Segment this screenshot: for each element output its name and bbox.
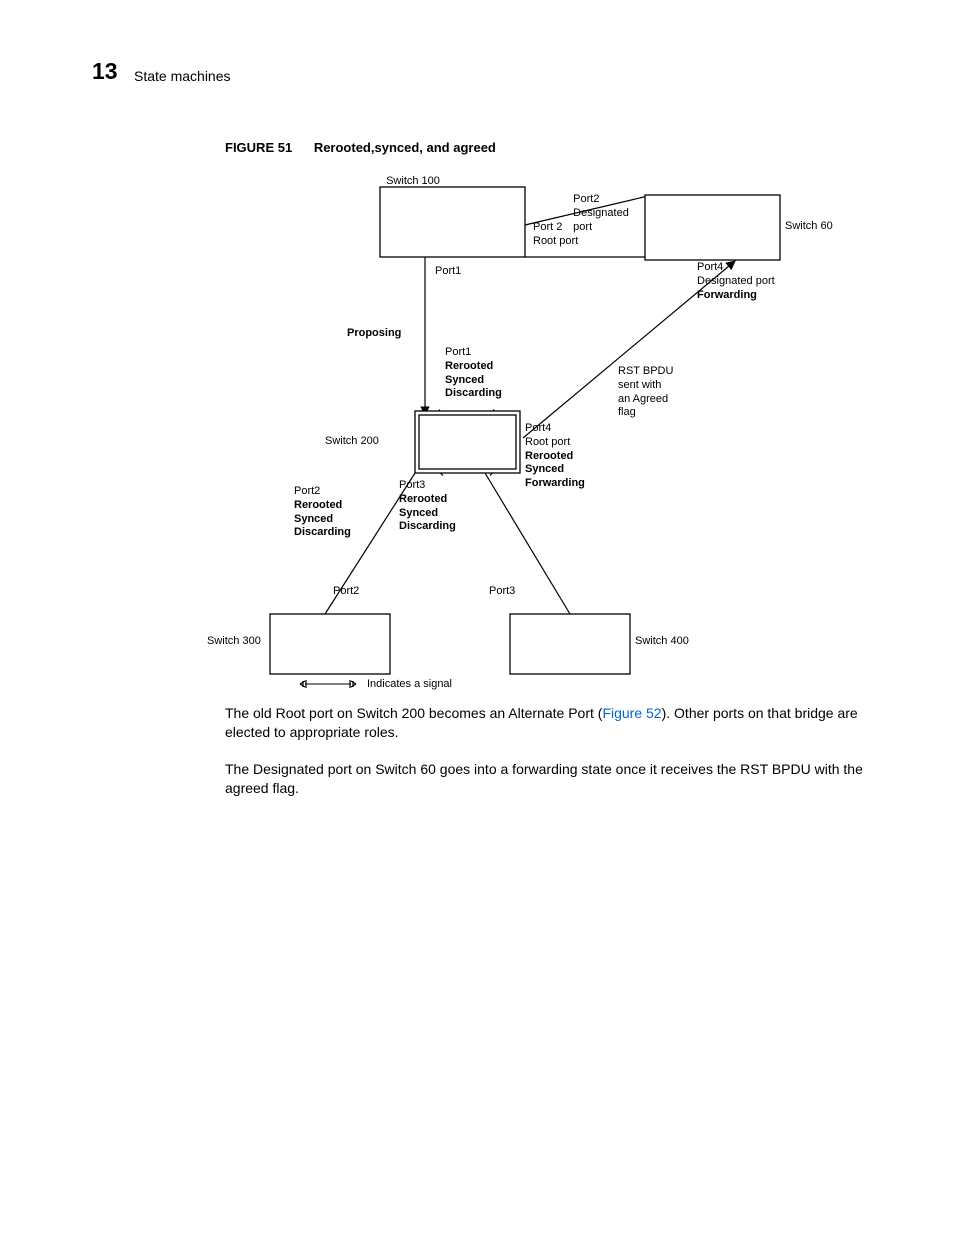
switch-node bbox=[645, 195, 780, 260]
diagram-label: Switch 300 bbox=[207, 635, 261, 649]
figure-link[interactable]: Figure 52 bbox=[602, 705, 661, 721]
diagram-label: Switch 400 bbox=[635, 635, 689, 649]
figure-label: FIGURE 51 bbox=[225, 140, 292, 155]
diagram-label: Port4Root portRerootedSyncedForwarding bbox=[525, 422, 585, 491]
chapter-number: 13 bbox=[92, 58, 118, 85]
diagram-label: Port1RerootedSyncedDiscarding bbox=[445, 346, 502, 401]
diagram-label: Port3 bbox=[489, 585, 515, 599]
diagram-label: Port4Designated portForwarding bbox=[697, 261, 775, 302]
switch-node bbox=[270, 614, 390, 674]
diagram-label: Port2RerootedSyncedDiscarding bbox=[294, 485, 351, 540]
diagram-label: Port2 bbox=[333, 585, 359, 599]
figure-caption: FIGURE 51 Rerooted,synced, and agreed bbox=[225, 140, 496, 155]
legend-text: Indicates a signal bbox=[367, 678, 452, 690]
p1-pre: The old Root port on Switch 200 becomes … bbox=[225, 705, 602, 721]
signal-icon bbox=[297, 678, 359, 690]
diagram-label: Switch 60 bbox=[785, 220, 833, 234]
switch-node bbox=[415, 411, 520, 473]
network-diagram: Switch 100Switch 60Switch 200Switch 300S… bbox=[225, 165, 865, 705]
diagram-label: Port2Designatedport bbox=[573, 193, 629, 234]
diagram-label: Proposing bbox=[347, 327, 401, 341]
figure-title: Rerooted,synced, and agreed bbox=[314, 140, 496, 155]
diagram-label: RST BPDUsent withan Agreedflag bbox=[618, 365, 673, 420]
diagram-label: Switch 100 bbox=[386, 175, 440, 189]
diagram-label: Port1 bbox=[435, 265, 461, 279]
legend: Indicates a signal bbox=[297, 678, 452, 690]
paragraph-2: The Designated port on Switch 60 goes in… bbox=[225, 760, 865, 798]
page: 13 State machines FIGURE 51 Rerooted,syn… bbox=[0, 0, 954, 1235]
diagram-label: Switch 200 bbox=[325, 435, 379, 449]
section-title: State machines bbox=[134, 68, 231, 84]
switch-node bbox=[380, 187, 525, 257]
diagram-label: Port3RerootedSyncedDiscarding bbox=[399, 479, 456, 534]
diagram-label: Port 2Root port bbox=[533, 221, 578, 249]
paragraph-1: The old Root port on Switch 200 becomes … bbox=[225, 704, 865, 742]
switch-node bbox=[510, 614, 630, 674]
